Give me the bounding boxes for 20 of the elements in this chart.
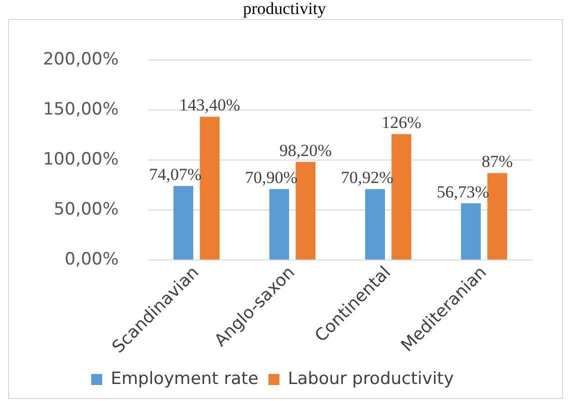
data-label: 98,20% (279, 140, 332, 160)
y-tick-label: 100,00% (42, 150, 119, 170)
bar (461, 203, 481, 260)
y-tick-label: 50,00% (54, 199, 119, 220)
legend-label: Labour productivity (288, 368, 454, 389)
bar (269, 189, 290, 260)
chart-title: productivity (242, 0, 328, 18)
y-tick-label: 0,00% (64, 249, 119, 270)
bar (173, 186, 194, 260)
y-tick-label: 200,00% (42, 50, 119, 70)
bar (392, 134, 412, 260)
bar (487, 173, 508, 260)
bar (200, 116, 220, 260)
bar (365, 189, 385, 260)
bar (296, 162, 316, 260)
y-tick-label: 150,00% (42, 100, 119, 120)
data-label: 87% (482, 152, 513, 172)
legend-label: Employment rate (110, 368, 258, 389)
data-label: 143,40% (179, 96, 240, 115)
data-label: 126% (382, 113, 422, 132)
